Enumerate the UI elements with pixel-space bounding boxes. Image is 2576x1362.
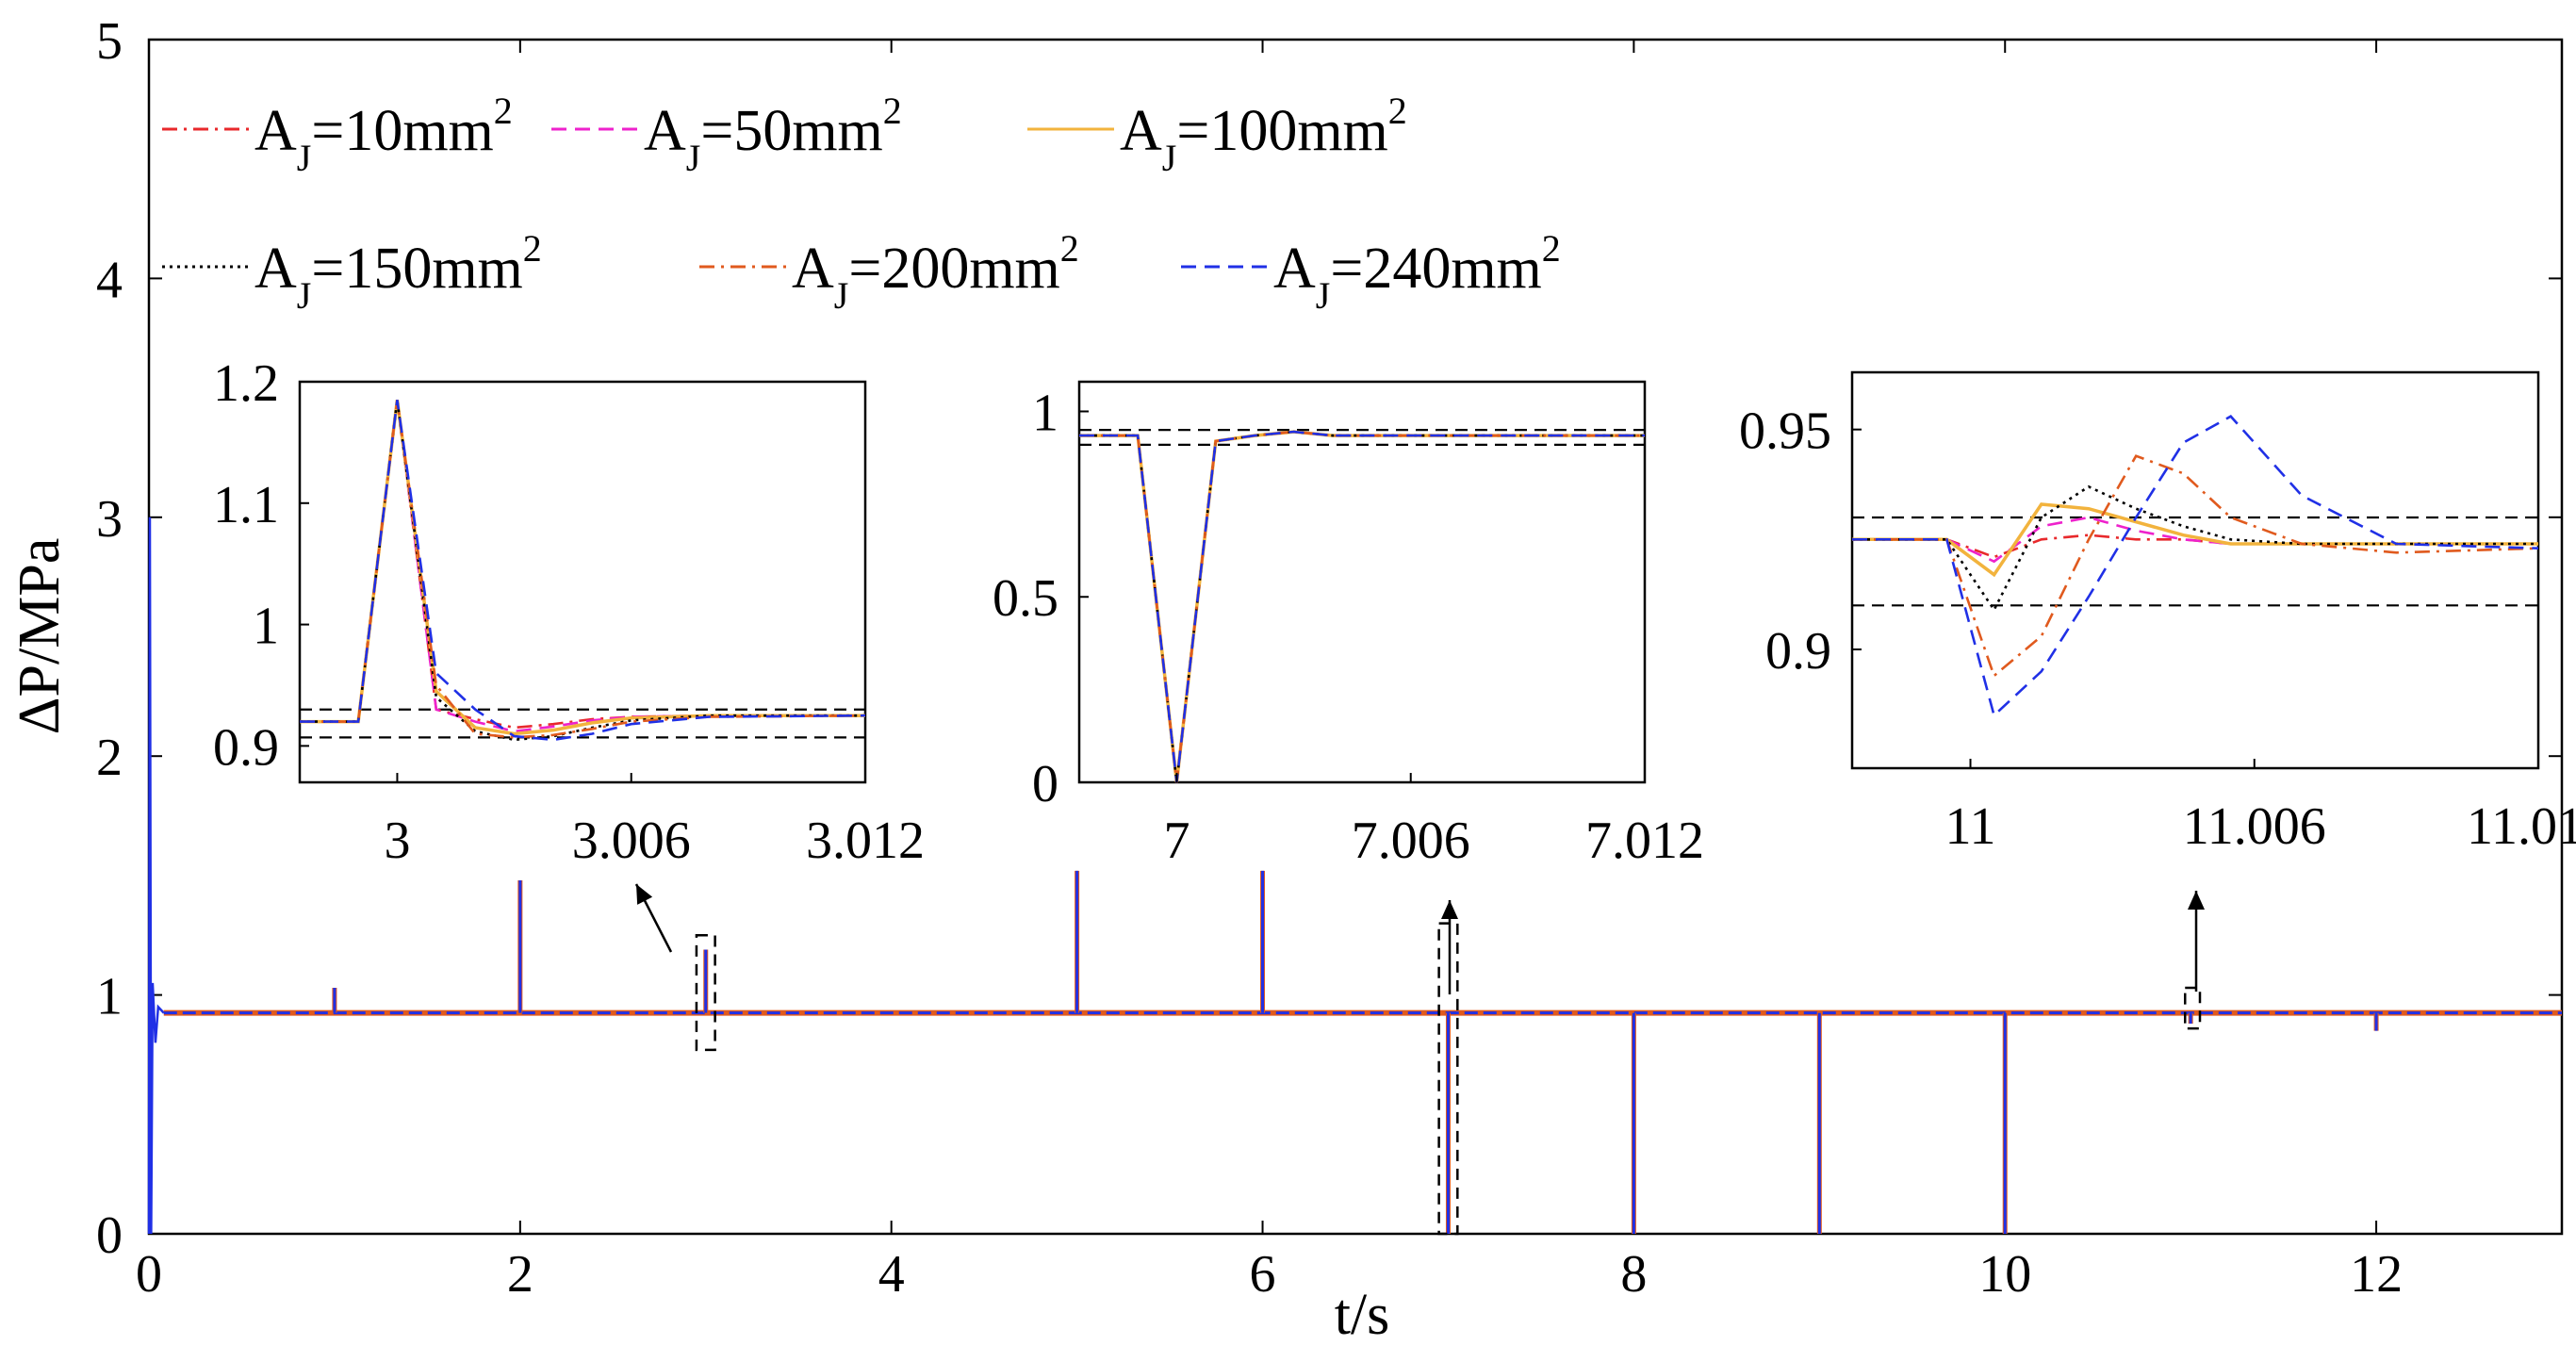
x-tick-label: 4 bbox=[878, 1245, 905, 1304]
inset-x-tick-label: 3.006 bbox=[572, 812, 691, 870]
main-plot-series bbox=[147, 517, 2562, 1235]
legend-entry: AJ=150mm2 bbox=[162, 227, 542, 317]
inset-x-tick-label: 7.012 bbox=[1585, 812, 1704, 870]
inset-series-line bbox=[1852, 484, 2538, 613]
legend-subscript: J bbox=[1162, 137, 1177, 179]
legend-superscript: 2 bbox=[494, 90, 513, 132]
legend-value: =200mm bbox=[848, 237, 1059, 301]
x-tick-label: 2 bbox=[507, 1245, 533, 1304]
inset-x-tick-label: 3.012 bbox=[806, 812, 925, 870]
legend-entry: AJ=10mm2 bbox=[162, 90, 513, 179]
inset-series-line bbox=[1852, 454, 2539, 679]
inset-y-tick-label: 0.9 bbox=[1765, 622, 1831, 681]
inset-x-tick-label: 11 bbox=[1945, 797, 1996, 856]
inset-y-tick-label: 0.95 bbox=[1739, 402, 1831, 461]
legend-subscript: J bbox=[686, 137, 701, 179]
inset-series-line bbox=[1079, 430, 1645, 783]
y-tick-label: 4 bbox=[96, 251, 123, 309]
legend-symbol: A bbox=[254, 237, 297, 301]
legend-value: =50mm bbox=[700, 99, 882, 163]
inset-x-tick-label: 11.006 bbox=[2183, 797, 2326, 856]
legend-entry: AJ=240mm2 bbox=[1181, 227, 1561, 317]
y-tick-label: 1 bbox=[96, 968, 123, 1026]
y-tick-label: 5 bbox=[96, 12, 123, 71]
legend-entry: AJ=50mm2 bbox=[551, 90, 902, 179]
inset-series-line bbox=[300, 400, 865, 736]
legend-label: AJ=150mm2 bbox=[254, 227, 542, 317]
inset-series-line bbox=[1852, 502, 2538, 578]
legend-label: AJ=100mm2 bbox=[1120, 90, 1407, 179]
zoom-arrow-head bbox=[636, 884, 653, 905]
legend-label: AJ=240mm2 bbox=[1273, 227, 1561, 317]
y-tick-label: 3 bbox=[96, 490, 123, 549]
x-tick-label: 0 bbox=[136, 1245, 162, 1304]
inset-plot: 3 3.006 3.012 0.9 1 1.1 1.2 bbox=[213, 354, 925, 870]
inset-y-tick-label: 1.2 bbox=[213, 354, 279, 413]
legend-subscript: J bbox=[297, 137, 312, 179]
inset-plot: 11 11.006 11.012 0.9 0.95 bbox=[1739, 370, 2576, 856]
inset-y-tick-label: 0 bbox=[1032, 755, 1058, 813]
inset-frame bbox=[1077, 380, 1647, 784]
zoom-arrow-head bbox=[1441, 900, 1458, 919]
legend-symbol: A bbox=[254, 99, 297, 163]
legend-superscript: 2 bbox=[1542, 227, 1561, 270]
inset-x-tick-label: 7 bbox=[1163, 812, 1190, 870]
y-tick-label: 2 bbox=[96, 729, 123, 787]
zoom-box bbox=[695, 934, 716, 1052]
x-tick-label: 8 bbox=[1620, 1245, 1647, 1304]
inset-y-tick-label: 0.5 bbox=[993, 569, 1058, 628]
x-tick-label: 10 bbox=[1978, 1245, 2031, 1304]
legend-symbol: A bbox=[1120, 99, 1162, 163]
y-tick-label: 0 bbox=[96, 1206, 123, 1265]
legend-entry: AJ=100mm2 bbox=[1027, 90, 1407, 179]
legend-value: =150mm bbox=[311, 237, 522, 301]
legend-superscript: 2 bbox=[883, 90, 902, 132]
inset-series-line bbox=[300, 400, 866, 742]
startup-transient bbox=[147, 517, 165, 1235]
x-tick-label: 6 bbox=[1250, 1245, 1276, 1304]
inset-x-tick-label: 7.006 bbox=[1352, 812, 1470, 870]
legend-superscript: 2 bbox=[1388, 90, 1407, 132]
legend-entry: AJ=200mm2 bbox=[699, 227, 1079, 317]
legend-symbol: A bbox=[792, 237, 834, 301]
zoom-arrow-head bbox=[2188, 891, 2205, 910]
inset-plot: 7 7.006 7.012 0 0.5 1 bbox=[993, 380, 1704, 870]
zoom-box bbox=[1437, 922, 1459, 1236]
inset-y-tick-label: 1 bbox=[253, 598, 279, 656]
inset-frame bbox=[298, 380, 867, 784]
legend-label: AJ=50mm2 bbox=[644, 90, 902, 179]
zoom-box bbox=[2183, 986, 2202, 1030]
legend-symbol: A bbox=[644, 99, 686, 163]
legend-subscript: J bbox=[834, 274, 849, 317]
inset-series-line bbox=[300, 400, 866, 739]
inset-series-line bbox=[1852, 533, 2538, 559]
y-axis-label: ΔP/MPa bbox=[8, 538, 72, 735]
legend-label: AJ=10mm2 bbox=[254, 90, 513, 179]
inset-y-tick-label: 0.9 bbox=[213, 718, 279, 777]
x-axis-label: t/s bbox=[1335, 1283, 1390, 1347]
legend-label: AJ=200mm2 bbox=[792, 227, 1079, 317]
legend-symbol: A bbox=[1273, 237, 1316, 301]
legend-superscript: 2 bbox=[523, 227, 542, 270]
inset-series-line bbox=[1852, 415, 2539, 718]
inset-x-tick-label: 3 bbox=[384, 812, 410, 870]
inset-x-tick-label: 11.012 bbox=[2467, 797, 2576, 856]
legend-subscript: J bbox=[297, 274, 312, 317]
inset-frame bbox=[1850, 370, 2540, 770]
legend-value: =10mm bbox=[311, 99, 493, 163]
legend-superscript: 2 bbox=[1060, 227, 1079, 270]
legend-value: =240mm bbox=[1330, 237, 1541, 301]
legend-subscript: J bbox=[1316, 274, 1331, 317]
x-tick-label: 12 bbox=[2350, 1245, 2403, 1304]
legend-value: =100mm bbox=[1176, 99, 1387, 163]
inset-y-tick-label: 1 bbox=[1032, 384, 1058, 442]
zoom-indicators bbox=[634, 883, 2205, 1236]
inset-y-tick-label: 1.1 bbox=[213, 476, 279, 534]
